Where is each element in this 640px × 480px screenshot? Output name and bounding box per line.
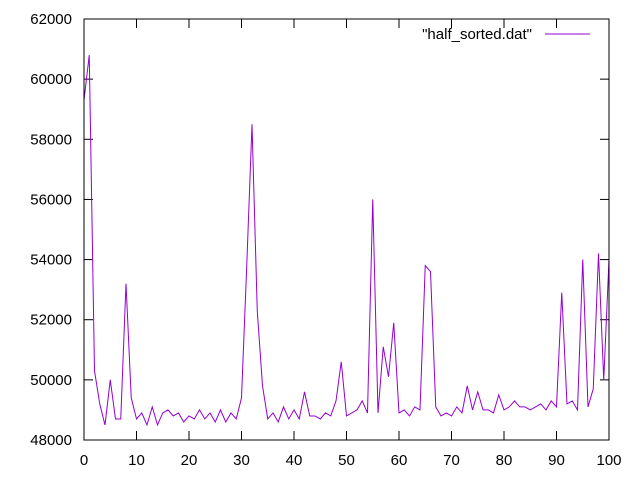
x-tick-label: 40 <box>286 452 303 469</box>
series-line <box>83 55 610 427</box>
legend: "half_sorted.dat" <box>422 26 590 43</box>
y-tick-label: 62000 <box>30 11 72 28</box>
y-tick-label: 48000 <box>30 432 72 449</box>
x-tick-label: 100 <box>596 452 621 469</box>
x-tick-label: 20 <box>181 452 198 469</box>
x-tick-label: 60 <box>391 452 408 469</box>
x-tick-label: 80 <box>496 452 513 469</box>
x-tick-label: 10 <box>128 452 145 469</box>
legend-label: "half_sorted.dat" <box>422 26 532 43</box>
x-tick-label: 90 <box>548 452 565 469</box>
series-layer <box>83 55 610 427</box>
x-tick-label: 50 <box>338 452 355 469</box>
y-tick-label: 60000 <box>30 71 72 88</box>
y-tick-label: 56000 <box>30 191 72 208</box>
y-tick-label: 58000 <box>30 131 72 148</box>
x-axis: 0 10 20 30 40 50 60 70 80 90 100 <box>80 19 622 469</box>
x-tick-label: 0 <box>80 452 88 469</box>
y-axis: 48000 50000 52000 54000 56000 58000 60000 62000 <box>30 11 609 449</box>
y-tick-label: 50000 <box>30 372 72 389</box>
plot-frame <box>83 18 610 441</box>
x-tick-label: 30 <box>233 452 250 469</box>
y-tick-label: 54000 <box>30 252 72 269</box>
y-tick-label: 52000 <box>30 312 72 329</box>
x-tick-label: 70 <box>443 452 460 469</box>
